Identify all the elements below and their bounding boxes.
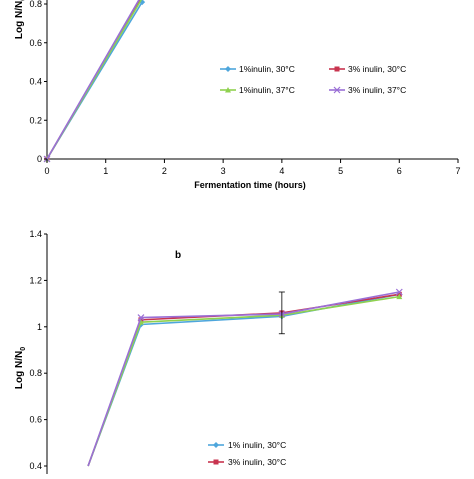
panel-b-series-3-point-3 xyxy=(395,288,403,296)
panel-a-ylabel-main: Log N/N xyxy=(14,1,25,39)
panel-a-legend-marker-2 xyxy=(225,87,231,93)
panel-b-legend-marker-1 xyxy=(213,459,219,465)
panel-b-legend-item-0: 1% inulin, 30°C xyxy=(208,440,286,450)
panel-a-ticks: 0 1 2 3 4 5 6 7 0 0.2 0.4 0.6 0.8 xyxy=(29,0,460,176)
panel-b-y-tick-label: 0.4 xyxy=(29,461,42,471)
panel-a-legend-item-3: 3% inulin, 37°C xyxy=(329,85,406,95)
panel-a-legend-label-0: 1%inulin, 30°C xyxy=(239,64,295,74)
panel-b-label: b xyxy=(175,250,181,261)
panel-b-y-tick-label: 1 xyxy=(37,322,42,332)
panel-a-legend-label-1: 3% inulin, 30°C xyxy=(348,64,406,74)
panel-a-x-tick-label: 5 xyxy=(338,166,343,176)
panel-a-axes xyxy=(46,0,458,160)
panel-b-series-line-3 xyxy=(87,291,400,467)
panel-b-legend: 1% inulin, 30°C 3% inulin, 30°C xyxy=(208,440,286,467)
panel-b-series-2-point-3 xyxy=(396,293,403,300)
panel-b-ylabel-main: Log N/N xyxy=(14,351,25,389)
panel-a-series xyxy=(43,0,146,163)
panel-a-legend-item-2: 1%inulin, 37°C xyxy=(220,85,295,95)
panel-a-y-tick-label: 0 xyxy=(37,154,42,164)
panel-a-y-tick-label: 0.6 xyxy=(29,38,42,48)
panel-a-x-tick-label: 3 xyxy=(221,166,226,176)
panel-b-y-tick-label: 1.2 xyxy=(29,275,42,285)
panel-b-legend-label-1: 3% inulin, 30°C xyxy=(228,457,286,467)
panel-b-ticks: 0.4 0.6 0.8 1 1.2 1.4 xyxy=(29,229,47,471)
panel-a-legend-marker-3-b xyxy=(333,86,341,94)
panel-b: 0.4 0.6 0.8 1 1.2 1.4 b Log N/N0 1% inulin, 3… xyxy=(14,229,403,474)
panel-a-series-line-3 xyxy=(46,0,140,160)
panel-a-legend-marker-1 xyxy=(334,66,340,72)
panel-a-xlabel: Fermentation time (hours) xyxy=(194,180,306,190)
panel-a-x-tick-label: 6 xyxy=(397,166,402,176)
panel-b-y-tick-label: 0.6 xyxy=(29,415,42,425)
panel-a-legend-label-3: 3% inulin, 37°C xyxy=(348,85,406,95)
panel-a-x-tick-label: 7 xyxy=(455,166,460,176)
panel-b-series-3-point-3-b xyxy=(395,288,403,296)
panel-b-series-3-point-1 xyxy=(137,314,145,321)
panel-a-x-tick-label: 2 xyxy=(162,166,167,176)
panel-a-legend-marker-3 xyxy=(333,86,341,94)
panel-a-x-tick-label: 0 xyxy=(44,166,49,176)
panel-b-y-tick-label: 1.4 xyxy=(29,229,42,239)
panel-a-ylabel-sub: 0 xyxy=(20,0,27,1)
panel-b-ylabel-sub: 0 xyxy=(20,347,27,351)
panel-a-ylabel: Log N/N0 xyxy=(14,0,27,39)
panel-b-error-bar xyxy=(278,291,285,335)
panel-a-y-tick-label: 0.4 xyxy=(29,77,42,87)
panel-b-ylabel: Log N/N0 xyxy=(14,347,27,389)
panel-a-legend-item-0: 1%inulin, 30°C xyxy=(220,64,295,74)
panel-a-y-tick-label: 0.2 xyxy=(29,115,42,125)
panel-a-legend-label-2: 1%inulin, 37°C xyxy=(239,85,295,95)
panel-a-x-tick-label: 4 xyxy=(279,166,284,176)
panel-a-legend-marker-0 xyxy=(225,66,231,72)
panel-b-series-3-point-1-b xyxy=(137,314,145,321)
panel-b-legend-item-1: 3% inulin, 30°C xyxy=(208,457,286,467)
panel-b-legend-marker-0 xyxy=(213,442,219,448)
panel-a-legend: 1%inulin, 30°C 3% inulin, 30°C 1%inulin, 3… xyxy=(220,64,406,95)
panel-a-x-tick-label: 1 xyxy=(103,166,108,176)
panel-b-y-tick-label: 0.8 xyxy=(29,368,42,378)
panel-a-legend-item-1: 3% inulin, 30°C xyxy=(329,64,406,74)
panel-a-y-tick-label: 0.8 xyxy=(29,0,42,9)
panel-b-legend-label-0: 1% inulin, 30°C xyxy=(228,440,286,450)
